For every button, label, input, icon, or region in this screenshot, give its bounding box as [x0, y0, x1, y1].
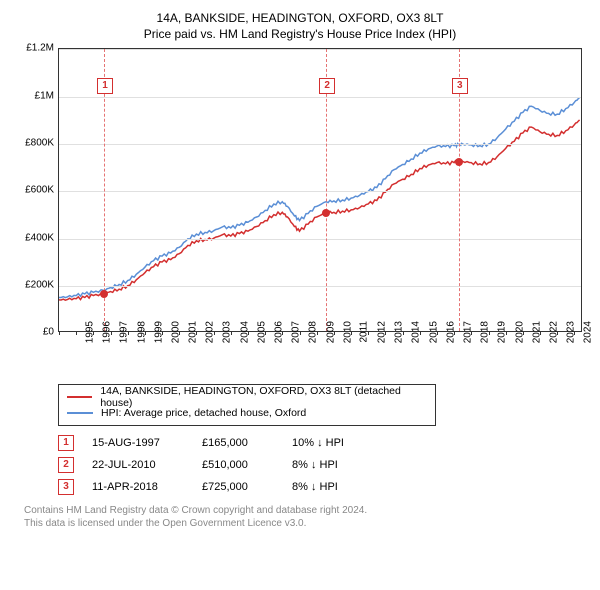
y-axis-label: £1M	[12, 90, 54, 101]
sale-row-price: £725,000	[202, 481, 292, 493]
x-axis-label: 2019	[497, 321, 508, 343]
gridline	[59, 97, 581, 98]
title-line-2: Price paid vs. HM Land Registry's House …	[12, 26, 588, 42]
footer-line-2: This data is licensed under the Open Gov…	[24, 517, 588, 530]
sale-row: 3 11-APR-2018£725,0008% ↓ HPI	[58, 476, 588, 498]
x-axis-label: 2020	[514, 321, 525, 343]
x-axis-label: 2013	[393, 321, 404, 343]
series-hpi	[59, 98, 580, 298]
y-axis-label: £1.2M	[12, 43, 54, 54]
legend-row: 14A, BANKSIDE, HEADINGTON, OXFORD, OX3 8…	[67, 389, 427, 405]
x-axis-label: 2012	[376, 321, 387, 343]
sale-row-hpi: 10% ↓ HPI	[292, 437, 382, 449]
x-axis-label: 2010	[342, 321, 353, 343]
plot-area: 1 2 3	[58, 48, 582, 332]
legend-label: 14A, BANKSIDE, HEADINGTON, OXFORD, OX3 8…	[100, 385, 427, 409]
x-axis-label: 1999	[153, 321, 164, 343]
gridline	[59, 144, 581, 145]
sale-row-date: 22-JUL-2010	[92, 459, 202, 471]
x-axis-label: 2017	[462, 321, 473, 343]
sale-row: 2 22-JUL-2010£510,0008% ↓ HPI	[58, 454, 588, 476]
title-line-1: 14A, BANKSIDE, HEADINGTON, OXFORD, OX3 8…	[12, 10, 588, 26]
x-tick	[76, 331, 77, 335]
gridline	[59, 239, 581, 240]
sale-row-hpi: 8% ↓ HPI	[292, 459, 382, 471]
y-axis-label: £0	[12, 327, 54, 338]
x-axis-label: 2007	[290, 321, 301, 343]
x-axis-label: 1996	[101, 321, 112, 343]
x-axis-label: 1998	[136, 321, 147, 343]
x-axis-label: 1995	[84, 321, 95, 343]
y-axis-label: £400K	[12, 232, 54, 243]
sale-badge: 1	[97, 78, 113, 94]
x-axis-label: 2024	[582, 321, 593, 343]
x-axis-label: 2016	[445, 321, 456, 343]
gridline	[59, 191, 581, 192]
sales-table: 1 15-AUG-1997£165,00010% ↓ HPI 2 22-JUL-201…	[58, 432, 588, 498]
sale-row-badge: 3	[58, 479, 74, 495]
sale-marker	[322, 209, 330, 217]
footer: Contains HM Land Registry data © Crown c…	[24, 504, 588, 530]
legend-label: HPI: Average price, detached house, Oxfo…	[101, 407, 306, 419]
y-axis-label: £800K	[12, 138, 54, 149]
y-axis-label: £600K	[12, 185, 54, 196]
gridline	[59, 49, 581, 50]
x-axis-label: 2009	[325, 321, 336, 343]
x-tick	[59, 331, 60, 335]
x-axis-label: 2003	[222, 321, 233, 343]
x-axis-label: 2001	[187, 321, 198, 343]
sale-row: 1 15-AUG-1997£165,00010% ↓ HPI	[58, 432, 588, 454]
sale-marker	[100, 290, 108, 298]
x-axis-label: 2022	[548, 321, 559, 343]
legend-swatch	[67, 412, 93, 414]
chart-title: 14A, BANKSIDE, HEADINGTON, OXFORD, OX3 8…	[12, 10, 588, 42]
x-axis-label: 2002	[205, 321, 216, 343]
sale-row-badge: 1	[58, 435, 74, 451]
x-axis-label: 2023	[565, 321, 576, 343]
sale-row-price: £510,000	[202, 459, 292, 471]
x-axis-label: 2015	[428, 321, 439, 343]
sale-row-date: 15-AUG-1997	[92, 437, 202, 449]
x-axis-label: 2014	[411, 321, 422, 343]
x-axis-label: 2008	[308, 321, 319, 343]
sale-badge: 3	[452, 78, 468, 94]
legend-swatch	[67, 396, 92, 398]
sale-marker	[455, 158, 463, 166]
sale-badge: 2	[319, 78, 335, 94]
x-axis-label: 2011	[358, 321, 369, 343]
x-axis-label: 2021	[531, 321, 542, 343]
gridline	[59, 286, 581, 287]
chart: 123 £0£200K£400K£600K£800K£1M£1.2M199519…	[12, 48, 588, 378]
x-axis-label: 1997	[119, 321, 130, 343]
sale-row-date: 11-APR-2018	[92, 481, 202, 493]
y-axis-label: £200K	[12, 280, 54, 291]
sale-row-badge: 2	[58, 457, 74, 473]
x-axis-label: 2005	[256, 321, 267, 343]
footer-line-1: Contains HM Land Registry data © Crown c…	[24, 504, 588, 517]
sale-row-hpi: 8% ↓ HPI	[292, 481, 382, 493]
x-axis-label: 2018	[479, 321, 490, 343]
sale-row-price: £165,000	[202, 437, 292, 449]
x-axis-label: 2004	[239, 321, 250, 343]
legend: 14A, BANKSIDE, HEADINGTON, OXFORD, OX3 8…	[58, 384, 436, 426]
x-axis-label: 2006	[273, 321, 284, 343]
x-axis-label: 2000	[170, 321, 181, 343]
